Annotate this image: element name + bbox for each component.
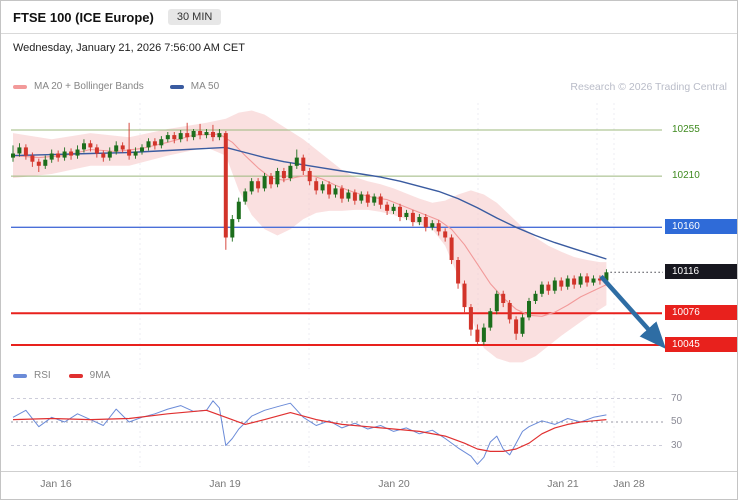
rsi-chart-canvas	[11, 391, 665, 467]
header: FTSE 100 (ICE Europe) 30 MIN	[1, 1, 737, 34]
legend-item-ma20: MA 20 + Bollinger Bands	[13, 81, 144, 92]
level-label-resistance-10210: 10210	[672, 170, 700, 181]
level-label-support-10076: 10076	[665, 305, 737, 320]
ma50-swatch-icon	[169, 84, 184, 89]
x-axis-label-jan28: Jan 28	[613, 478, 645, 490]
legend-item-rsi: RSI	[13, 370, 51, 381]
chart-datetime: Wednesday, January 21, 2026 7:56:00 AM C…	[13, 42, 245, 54]
interval-badge: 30 MIN	[167, 9, 222, 25]
x-axis-label-jan21: Jan 21	[547, 478, 579, 490]
9ma-legend-label: 9MA	[89, 370, 111, 381]
ma20-bollinger-swatch-icon	[13, 84, 27, 89]
level-label-support-10045: 10045	[665, 337, 737, 352]
rsi-level-label-50: 50	[671, 416, 683, 427]
rsi-legend: RSI 9MA	[13, 370, 110, 381]
price-chart-canvas	[11, 103, 667, 369]
ma50-legend-label: MA 50	[190, 81, 220, 92]
legend-item-9ma: 9MA	[68, 370, 111, 381]
level-label-pivot-10160: 10160	[665, 219, 737, 234]
rsi-swatch-icon	[13, 373, 27, 378]
legend-item-ma50: MA 50	[169, 81, 220, 92]
page-title: FTSE 100 (ICE Europe)	[13, 9, 154, 25]
price-legend: MA 20 + Bollinger Bands MA 50	[13, 81, 219, 92]
level-label-last-price-10116: 10116	[665, 264, 737, 279]
ma20-legend-label: MA 20 + Bollinger Bands	[34, 81, 144, 92]
rsi-level-label-30: 30	[671, 440, 683, 451]
x-axis-label-jan20: Jan 20	[378, 478, 410, 490]
level-label-resistance-10255: 10255	[672, 124, 700, 135]
x-axis-label-jan16: Jan 16	[40, 478, 72, 490]
research-credit: Research © 2026 Trading Central	[570, 81, 727, 93]
rsi-legend-label: RSI	[34, 370, 51, 381]
rsi-level-label-70: 70	[671, 393, 683, 404]
x-axis-separator	[1, 471, 737, 472]
9ma-swatch-icon	[68, 373, 83, 378]
x-axis-label-jan19: Jan 19	[209, 478, 241, 490]
